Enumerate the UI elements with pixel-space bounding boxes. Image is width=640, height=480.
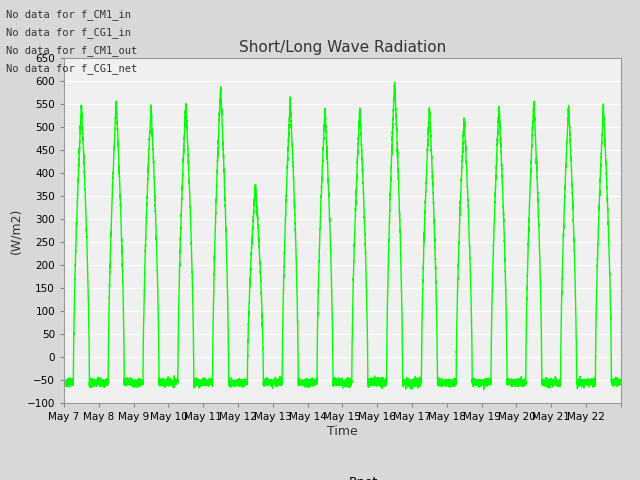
Text: No data for f_CM1_in: No data for f_CM1_in bbox=[6, 9, 131, 20]
Text: No data for f_CG1_net: No data for f_CG1_net bbox=[6, 63, 138, 74]
Text: No data for f_CG1_in: No data for f_CG1_in bbox=[6, 27, 131, 38]
Text: No data for f_CM1_out: No data for f_CM1_out bbox=[6, 45, 138, 56]
Legend: Rnet: Rnet bbox=[302, 471, 383, 480]
X-axis label: Time: Time bbox=[327, 425, 358, 438]
Title: Short/Long Wave Radiation: Short/Long Wave Radiation bbox=[239, 40, 446, 55]
Y-axis label: (W/m2): (W/m2) bbox=[10, 207, 22, 253]
